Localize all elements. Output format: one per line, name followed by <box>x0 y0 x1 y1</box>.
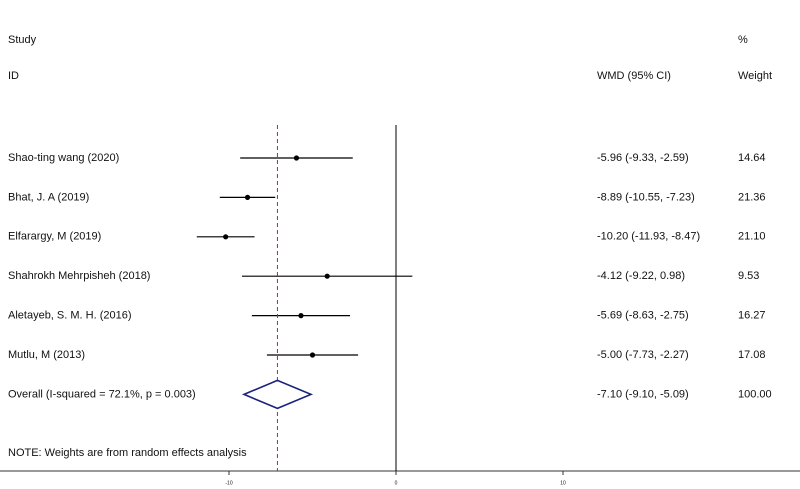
study-name: Shahrokh Mehrpisheh (2018) <box>8 270 150 282</box>
study-name: Shao-ting wang (2020) <box>8 152 119 164</box>
effect-label: -5.96 (-9.33, -2.59) <box>597 152 689 164</box>
point-estimate <box>293 155 300 161</box>
x-tick-label: -10 <box>225 480 232 486</box>
header-weight: Weight <box>738 70 772 82</box>
weight-label: 21.10 <box>738 231 766 243</box>
point-estimate <box>324 273 330 279</box>
study-name: Elfarargy, M (2019) <box>8 231 101 243</box>
x-tick-label: 0 <box>395 480 398 486</box>
header-study: Study <box>8 34 37 46</box>
header-id: ID <box>8 70 19 82</box>
study-name: Mutlu, M (2013) <box>8 349 85 361</box>
overall-name: Overall (I-squared = 72.1%, p = 0.003) <box>8 388 196 400</box>
effect-label: -8.89 (-10.55, -7.23) <box>597 191 695 203</box>
study-name: Bhat, J. A (2019) <box>8 191 89 203</box>
header-percent: % <box>738 34 748 46</box>
point-estimate <box>298 313 304 319</box>
note: NOTE: Weights are from random effects an… <box>8 447 247 459</box>
point-estimate <box>244 194 251 200</box>
overall-effect-label: -7.10 (-9.10, -5.09) <box>597 388 689 400</box>
weight-label: 9.53 <box>738 270 759 282</box>
x-tick-label: 10 <box>560 480 566 486</box>
weight-label: 14.64 <box>738 152 766 164</box>
overall-diamond <box>241 379 314 410</box>
effect-label: -5.69 (-8.63, -2.75) <box>597 310 689 322</box>
effect-label: -10.20 (-11.93, -8.47) <box>597 231 700 243</box>
weight-label: 16.27 <box>738 310 766 322</box>
overall-weight-label: 100.00 <box>738 388 772 400</box>
weight-label: 17.08 <box>738 349 766 361</box>
point-estimate <box>223 234 229 240</box>
header-effect: WMD (95% CI) <box>597 70 671 82</box>
study-name: Aletayeb, S. M. H. (2016) <box>8 310 132 322</box>
effect-label: -5.00 (-7.73, -2.27) <box>597 349 689 361</box>
effect-label: -4.12 (-9.22, 0.98) <box>597 270 685 282</box>
point-estimate <box>309 352 316 358</box>
weight-label: 21.36 <box>738 191 766 203</box>
